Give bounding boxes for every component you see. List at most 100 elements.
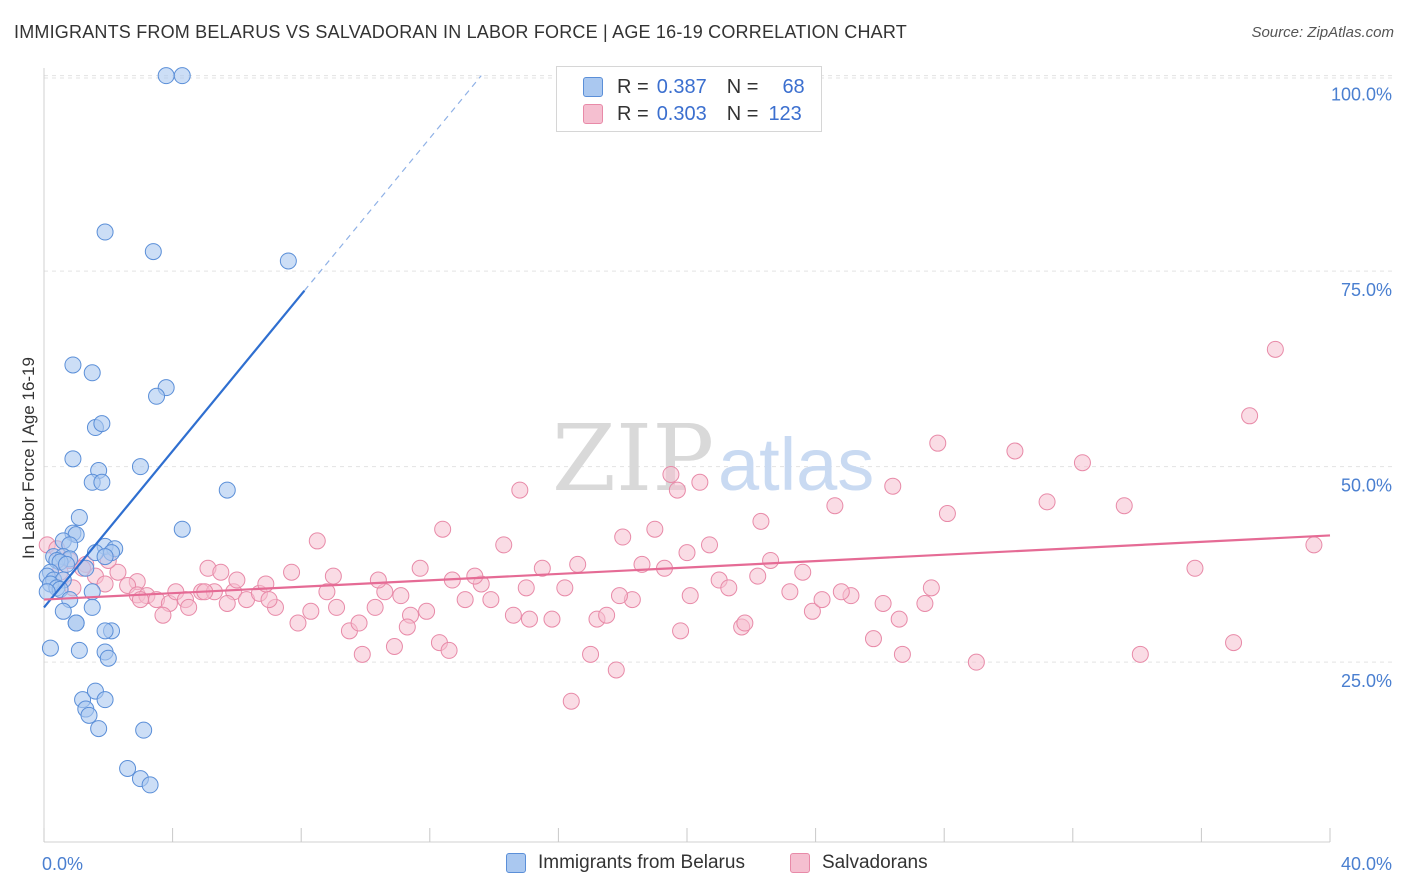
data-point-salvadorans xyxy=(562,692,580,710)
data-point-salvadorans xyxy=(411,559,429,577)
data-point-belarus xyxy=(96,622,114,640)
data-point-salvadorans xyxy=(392,587,410,605)
data-point-salvadorans xyxy=(350,614,368,632)
data-point-salvadorans xyxy=(96,575,114,593)
data-point-belarus xyxy=(218,481,236,499)
data-point-salvadorans xyxy=(434,520,452,538)
series-legend-salvadorans[interactable]: Salvadorans xyxy=(790,852,928,874)
legend-swatch-blue xyxy=(583,77,603,97)
watermark-zip: ZIP xyxy=(552,405,714,512)
legend-swatch-pink xyxy=(583,104,603,124)
data-point-salvadorans xyxy=(517,579,535,597)
legend-row-belarus: R = 0.387 N = 68 xyxy=(583,73,805,101)
data-point-salvadorans xyxy=(1266,340,1284,358)
data-point-salvadorans xyxy=(691,473,709,491)
data-point-salvadorans xyxy=(781,583,799,601)
data-point-salvadorans xyxy=(180,598,198,616)
trend-line-salvadorans xyxy=(43,534,1331,601)
data-point-salvadorans xyxy=(366,598,384,616)
series-swatch-pink xyxy=(790,853,810,873)
data-point-salvadorans xyxy=(678,544,696,562)
data-point-salvadorans xyxy=(543,610,561,628)
data-point-salvadorans xyxy=(569,555,587,573)
data-point-belarus xyxy=(64,450,82,468)
series-name-salvadorans: Salvadorans xyxy=(822,852,928,873)
data-point-belarus xyxy=(135,721,153,739)
data-point-salvadorans xyxy=(283,563,301,581)
data-point-salvadorans xyxy=(832,583,850,601)
data-point-salvadorans xyxy=(1006,442,1024,460)
data-point-salvadorans xyxy=(1073,454,1091,472)
data-point-salvadorans xyxy=(520,610,538,628)
legend-r-label: R = xyxy=(617,75,649,98)
data-point-salvadorans xyxy=(607,661,625,679)
data-point-salvadorans xyxy=(1305,536,1323,554)
trend-line-belarus xyxy=(43,289,306,609)
data-point-belarus xyxy=(70,508,88,526)
x-tick-label-max: 40.0% xyxy=(1341,854,1392,874)
data-point-salvadorans xyxy=(614,528,632,546)
y-tick-label: 75.0% xyxy=(1341,280,1392,300)
legend-n-label: N = xyxy=(726,102,759,125)
data-point-salvadorans xyxy=(610,587,628,605)
data-point-salvadorans xyxy=(260,591,278,609)
data-point-belarus xyxy=(93,473,111,491)
legend-n-label: N = xyxy=(726,75,759,98)
data-point-belarus xyxy=(173,67,191,85)
watermark-atlas: atlas xyxy=(718,423,874,506)
data-point-belarus xyxy=(96,548,114,566)
data-point-belarus xyxy=(67,614,85,632)
data-point-salvadorans xyxy=(701,536,719,554)
axis-labels: 25.0% 50.0% 75.0% 100.0% 0.0% 40.0% xyxy=(42,85,1392,874)
data-point-belarus xyxy=(144,243,162,261)
y-axis-label: In Labor Force | Age 16-19 xyxy=(19,357,38,559)
trend-line-belarus-extension xyxy=(303,75,482,292)
data-point-belarus xyxy=(54,602,72,620)
data-point-salvadorans xyxy=(1241,407,1259,425)
series-legend-belarus[interactable]: Immigrants from Belarus xyxy=(506,852,745,874)
data-point-salvadorans xyxy=(582,645,600,663)
data-point-salvadorans xyxy=(218,594,236,612)
data-point-salvadorans xyxy=(874,594,892,612)
data-point-salvadorans xyxy=(398,618,416,636)
data-point-salvadorans xyxy=(938,505,956,523)
data-point-salvadorans xyxy=(456,591,474,609)
data-point-salvadorans xyxy=(864,630,882,648)
axes xyxy=(43,68,1331,843)
data-point-belarus xyxy=(96,691,114,709)
data-point-belarus xyxy=(131,458,149,476)
data-point-salvadorans xyxy=(826,497,844,515)
x-tick-label-min: 0.0% xyxy=(42,854,83,874)
data-point-salvadorans xyxy=(803,602,821,620)
data-point-salvadorans xyxy=(1186,559,1204,577)
data-point-belarus xyxy=(64,356,82,374)
series-legend: Immigrants from Belarus Salvadorans xyxy=(0,852,1406,878)
data-point-salvadorans xyxy=(212,563,230,581)
legend-r-value: 0.387 xyxy=(656,75,707,98)
data-point-salvadorans xyxy=(633,555,651,573)
data-point-salvadorans xyxy=(440,641,458,659)
data-point-salvadorans xyxy=(353,645,371,663)
data-point-salvadorans xyxy=(1115,497,1133,515)
data-point-salvadorans xyxy=(681,587,699,605)
data-point-salvadorans xyxy=(736,614,754,632)
watermark: ZIP atlas xyxy=(552,405,874,512)
data-point-salvadorans xyxy=(109,563,127,581)
belarus-points xyxy=(38,67,297,794)
data-point-salvadorans xyxy=(1038,493,1056,511)
data-point-belarus xyxy=(173,520,191,538)
data-point-belarus xyxy=(77,559,95,577)
stats-legend: R = 0.387 N = 68 R = 0.303 N = 123 xyxy=(556,66,822,132)
data-point-salvadorans xyxy=(302,602,320,620)
data-point-salvadorans xyxy=(228,571,246,589)
data-point-salvadorans xyxy=(482,591,500,609)
data-point-salvadorans xyxy=(929,434,947,452)
data-point-belarus xyxy=(93,415,111,433)
data-point-salvadorans xyxy=(922,579,940,597)
data-point-salvadorans xyxy=(720,579,738,597)
legend-r-value: 0.303 xyxy=(656,102,707,125)
y-tick-label: 100.0% xyxy=(1331,85,1392,105)
salvadorans-points xyxy=(38,340,1323,710)
series-name-belarus: Immigrants from Belarus xyxy=(538,852,745,873)
